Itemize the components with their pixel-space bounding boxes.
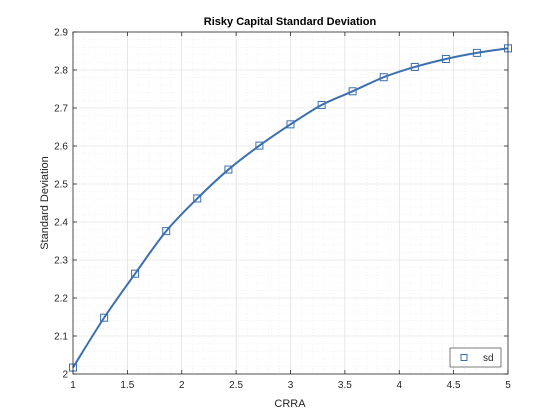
series-line-sd <box>72 47 509 369</box>
y-tick-label: 2 <box>62 370 68 381</box>
y-tick-label: 2.4 <box>54 218 68 229</box>
x-tick-label: 3.5 <box>338 380 352 391</box>
ticks <box>72 31 509 375</box>
x-tick-label: 3 <box>288 380 294 391</box>
data-point-sd <box>224 165 233 174</box>
data-point-sd <box>410 62 419 71</box>
legend-box <box>449 347 502 368</box>
x-tick-label: 2.5 <box>229 380 243 391</box>
legend-label-sd: sd <box>483 353 494 364</box>
minor-grid <box>73 32 508 374</box>
data-point-sd <box>286 120 295 129</box>
data-point-sd <box>472 48 481 57</box>
x-tick-label: 1 <box>70 380 76 391</box>
y-axis-label: Standard Deviation <box>39 156 51 250</box>
y-tick-label: 2.3 <box>54 256 68 267</box>
y-tick-label: 2.7 <box>54 104 68 115</box>
series-layer <box>69 44 512 372</box>
data-point-sd <box>131 269 140 278</box>
y-tick-label: 2.1 <box>54 332 68 343</box>
y-tick-labels: 2 2.1 2.2 2.3 2.4 2.5 2.6 2.7 2.8 2.9 <box>54 28 68 381</box>
data-point-sd <box>193 194 202 203</box>
legend: sd <box>449 347 502 368</box>
data-point-sd <box>100 313 109 322</box>
legend-marker <box>460 354 468 361</box>
data-point-sd <box>255 141 264 150</box>
data-point-sd <box>317 100 326 109</box>
y-tick-label: 2.9 <box>54 28 68 39</box>
x-tick-label: 4 <box>396 380 402 391</box>
data-point-sd <box>441 54 450 63</box>
x-tick-label: 1.5 <box>120 380 134 391</box>
y-tick-label: 2.6 <box>54 142 68 153</box>
y-tick-label: 2.5 <box>54 180 68 191</box>
data-point-sd <box>162 227 171 236</box>
data-point-sd <box>348 87 357 96</box>
x-tick-label: 5 <box>505 380 511 391</box>
x-tick-label: 4.5 <box>447 380 461 391</box>
data-point-sd <box>379 73 388 82</box>
chart-title: Risky Capital Standard Deviation <box>204 16 377 28</box>
y-tick-label: 2.2 <box>54 294 68 305</box>
y-tick-label: 2.8 <box>54 66 68 77</box>
x-axis-label: CRRA <box>274 398 306 410</box>
x-tick-labels: 1 1.5 2 2.5 3 3.5 4 4.5 5 <box>70 380 511 391</box>
x-tick-label: 2 <box>179 380 185 391</box>
